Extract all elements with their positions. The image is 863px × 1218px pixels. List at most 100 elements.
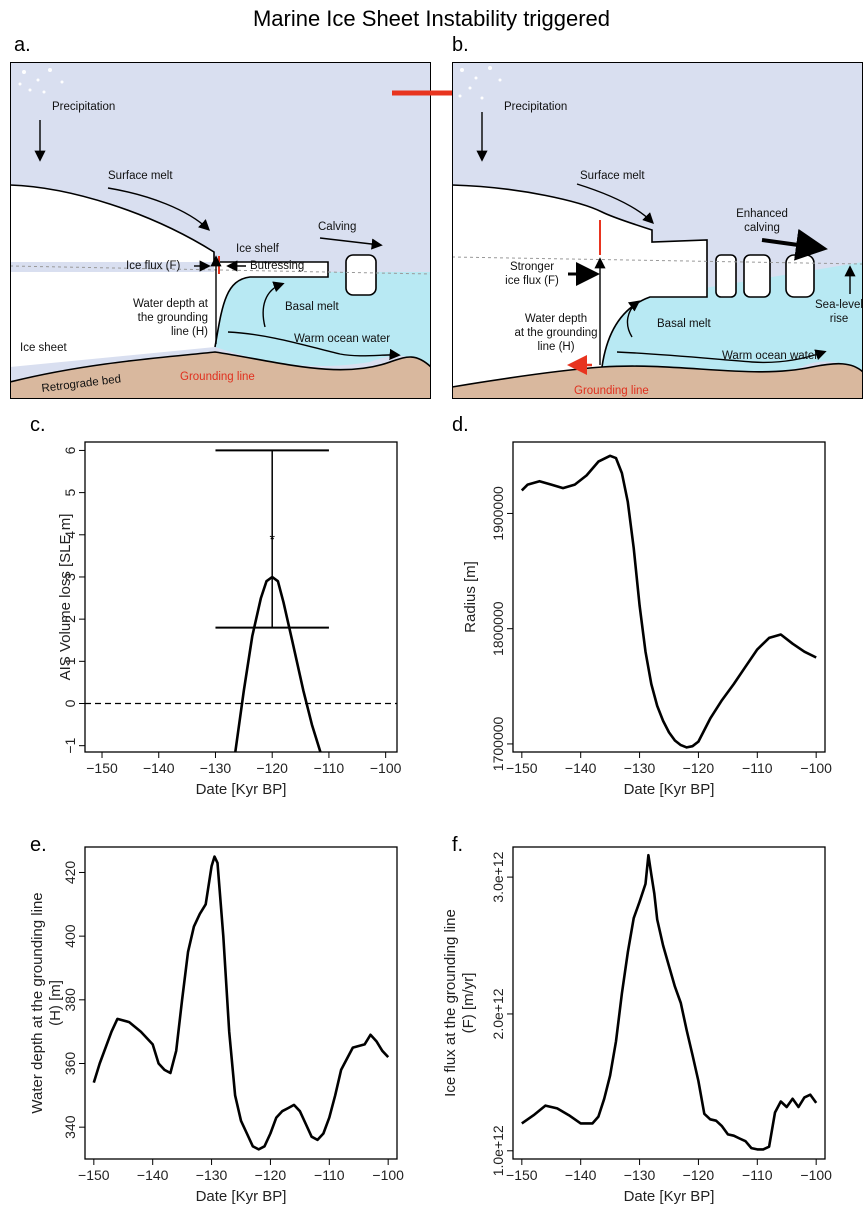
chart-e-xtick-label: −100 (372, 1167, 404, 1183)
panel-label-c: c. (30, 414, 46, 436)
chart-c-xtick-label: −120 (256, 760, 288, 776)
chart-d-ytick-label: 1700000 (490, 716, 506, 771)
label-surface-melt: Surface melt (580, 170, 645, 182)
chart-d-xtick-label: −100 (800, 760, 832, 776)
chart-c-ytick-label: 6 (62, 446, 78, 454)
iceberg (345, 254, 377, 296)
label-grounding-line: Grounding line (180, 371, 255, 383)
iceberg-3 (785, 254, 815, 298)
panel-label-e: e. (30, 834, 47, 856)
snow-dots (18, 68, 64, 94)
label-water-depth-2: the grounding (138, 312, 208, 324)
chart-c-ytick-label: 5 (62, 489, 78, 497)
chart-e-ytick-label: 380 (62, 988, 78, 1012)
ice-sheet (452, 185, 707, 399)
chart-c-x-axis-label: Date [Kyr BP] (196, 781, 287, 798)
chart-c-ytick-label: 3 (62, 573, 78, 581)
label-grounding-line: Grounding line (574, 385, 649, 397)
chart-d-xtick-label: −140 (565, 760, 597, 776)
label-water-depth-3: line (H) (171, 326, 208, 338)
chart-c-ytick-label: 4 (62, 531, 78, 539)
chart-e-y-axis-label: (H) [m] (47, 980, 64, 1026)
label-water-depth-3: line (H) (537, 341, 574, 353)
label-enhanced-2: calving (744, 222, 780, 234)
sea-level-line (452, 256, 863, 265)
chart-c-ytick-label: 1 (62, 657, 78, 665)
chart-c-xtick-label: −100 (370, 760, 402, 776)
chart-f-series-line (521, 853, 818, 1151)
chart-f-xtick-label: −100 (800, 1167, 832, 1183)
chart-d-y-axis-label: Radius [m] (462, 561, 479, 633)
chart-d-x-axis-label: Date [Kyr BP] (624, 781, 715, 798)
chart-e-y-axis-label: Water depth at the grounding line (29, 892, 46, 1113)
label-calving: Calving (318, 221, 356, 233)
label-water-depth-2: at the grounding (514, 327, 597, 339)
panel-label-a: a. (14, 34, 31, 56)
chart-f-y-axis-label: Ice flux at the grounding line (442, 909, 459, 1097)
label-butressing: Butressing (250, 260, 304, 272)
bed (452, 362, 863, 399)
ice-sheet (10, 185, 214, 262)
label-basal-melt: Basal melt (285, 301, 339, 313)
chart-e-xtick-label: −140 (137, 1167, 169, 1183)
chart-f-plot-frame (512, 846, 826, 1160)
chart-e-xtick-label: −120 (255, 1167, 287, 1183)
chart-d-xtick-label: −110 (742, 760, 773, 776)
chart-f: −150 −140 −130 −120 −110 −100 1.0e+12 2.0e+12 3.… (442, 846, 832, 1205)
chart-d-series-line (520, 454, 817, 749)
chart-c: −150 −140 −130 −120 −110 −100 −1 0 1 2 3 4 5 6 Date [K… (57, 441, 402, 798)
label-ice-shelf: Ice shelf (236, 243, 280, 255)
chart-d-xtick-label: −130 (624, 760, 656, 776)
label-precipitation: Precipitation (52, 101, 115, 113)
chart-f-xtick-label: −130 (624, 1167, 656, 1183)
chart-e-xtick-label: −130 (196, 1167, 228, 1183)
label-ice-flux: Ice flux (F) (126, 260, 180, 272)
chart-d-ytick-label: 1800000 (490, 601, 506, 656)
chart-c-ytick-label: 0 (62, 699, 78, 707)
chart-e-ytick-label: 420 (62, 861, 78, 885)
iceberg-2 (743, 254, 771, 298)
chart-c-plot-frame (84, 441, 398, 753)
chart-f-ytick-label: 3.0e+12 (490, 851, 506, 902)
chart-e-ytick-label: 340 (62, 1115, 78, 1139)
chart-d-ytick-label: 1900000 (490, 486, 506, 541)
chart-e-xtick-label: −110 (314, 1167, 345, 1183)
chart-f-xtick-label: −140 (565, 1167, 597, 1183)
chart-e: −150 −140 −130 −120 −110 −100 340 360 380 400 420 D… (29, 846, 404, 1205)
label-ice-sheet: Ice sheet (20, 342, 67, 354)
label-warm-ocean: Warm ocean water (294, 333, 390, 345)
chart-f-y-axis-label: (F) [m/yr] (460, 973, 477, 1034)
chart-e-plot-frame (84, 846, 398, 1160)
label-precipitation: Precipitation (504, 101, 567, 113)
diagram-b: Precipitation Surface melt Enhanced calv… (452, 62, 863, 399)
ocean (215, 272, 431, 367)
panel-label-f: f. (452, 834, 464, 856)
chart-e-ytick-label: 400 (62, 924, 78, 948)
chart-c-ytick-label: 2 (62, 615, 78, 623)
chart-d: −150 −140 −130 −120 −110 −100 1700000 1800000 19… (462, 441, 832, 798)
chart-e-ytick-label: 360 (62, 1052, 78, 1076)
panel-label-d: d. (452, 414, 469, 436)
label-stronger-1: Stronger (510, 261, 554, 273)
chart-f-x-axis-label: Date [Kyr BP] (624, 1188, 715, 1205)
chart-c-xtick-label: −130 (200, 760, 232, 776)
chart-c-error-bar-center-marker: * (269, 531, 275, 547)
chart-c-xtick-label: −140 (143, 760, 175, 776)
chart-f-xtick-label: −120 (683, 1167, 715, 1183)
chart-e-xtick-label: −150 (78, 1167, 110, 1183)
chart-f-ytick-label: 2.0e+12 (490, 988, 506, 1039)
chart-e-x-axis-label: Date [Kyr BP] (196, 1188, 287, 1205)
diagram-a: Precipitation Surface melt Calving Ice s… (10, 62, 431, 399)
chart-f-xtick-label: −110 (742, 1167, 773, 1183)
chart-c-y-axis-label: AIS Volume loss [SLE m] (57, 514, 74, 681)
chart-d-plot-frame (512, 441, 826, 753)
chart-c-xtick-label: −150 (86, 760, 118, 776)
label-water-depth-1: Water depth (525, 313, 587, 325)
snow-dots (458, 66, 502, 100)
chart-c-xtick-label: −110 (314, 760, 345, 776)
retrograde-bed (10, 351, 431, 399)
label-water-depth-1: Water depth at (133, 298, 209, 310)
label-sea-level-1: Sea-level (815, 299, 863, 311)
chart-d-xtick-label: −120 (683, 760, 715, 776)
chart-f-ytick-label: 1.0e+12 (490, 1125, 506, 1176)
